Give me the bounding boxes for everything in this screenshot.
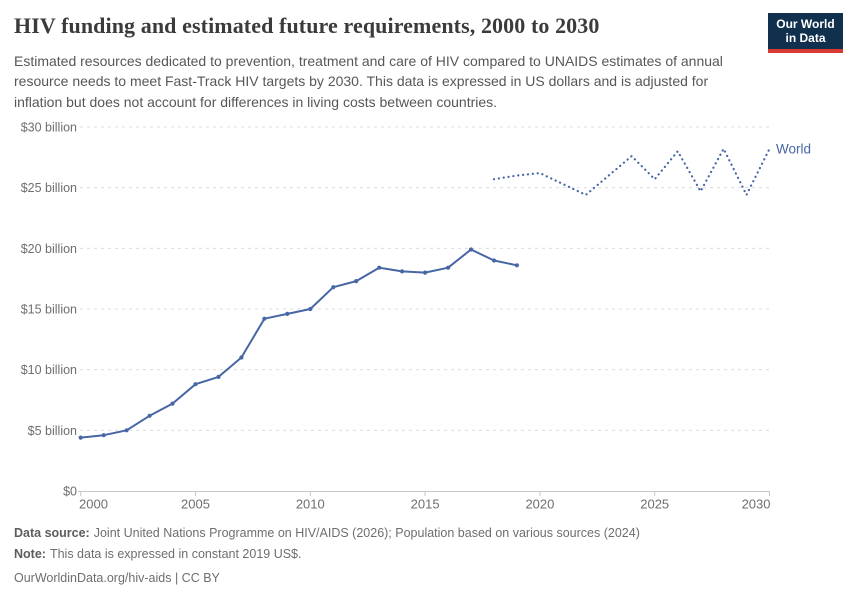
entity-label-world[interactable]: World <box>776 141 811 156</box>
chart-title: HIV funding and estimated future require… <box>14 13 600 38</box>
data-point-marker <box>514 263 520 268</box>
data-point-marker <box>446 265 451 270</box>
data-point-marker <box>239 355 244 360</box>
data-point-marker <box>147 413 152 418</box>
y-axis-tick-label: $15 billion <box>21 303 77 317</box>
data-point-marker <box>124 428 129 433</box>
data-source-text: Joint United Nations Programme on HIV/AI… <box>93 526 640 540</box>
y-axis-tick-label: $20 billion <box>21 242 77 256</box>
owid-logo-text: Our World in Data <box>768 13 843 49</box>
data-source-label: Data source: <box>14 526 90 540</box>
data-point-marker <box>377 265 382 270</box>
y-axis-tick-label: $5 billion <box>28 424 77 438</box>
data-point-marker <box>331 285 336 290</box>
x-axis-tick-label: 2000 <box>79 497 108 512</box>
owid-logo-line2: in Data <box>785 31 826 45</box>
note-text: This data is expressed in constant 2019 … <box>49 547 302 561</box>
data-point-marker <box>101 433 106 438</box>
data-point-marker <box>170 401 175 406</box>
note-label: Note: <box>14 547 46 561</box>
data-point-marker <box>423 270 428 275</box>
data-point-marker <box>78 435 83 440</box>
y-axis-tick-label: $25 billion <box>21 181 77 195</box>
line-chart-plot-area: $0 $5 billion $10 billion $15 billion $20 bi… <box>21 121 811 512</box>
x-axis-tick-label: 2015 <box>411 497 440 512</box>
projected-requirements-line <box>492 147 771 197</box>
y-axis-tick-label: $10 billion <box>21 363 77 377</box>
x-axis-tick-label: 2030 <box>742 497 771 512</box>
owid-logo[interactable]: Our World in Data <box>768 13 843 53</box>
owid-logo-line1: Our World <box>776 16 835 31</box>
license-link[interactable]: OurWorldinData.org/hiv-aids | CC BY <box>14 571 220 585</box>
data-point-marker <box>193 382 198 387</box>
chart-subtitle: Estimated resources dedicated to prevent… <box>14 53 723 110</box>
data-point-marker <box>491 258 497 263</box>
data-point-marker <box>216 374 221 379</box>
y-axis-tick-label: $0 <box>63 485 77 499</box>
data-point-marker <box>468 247 474 252</box>
x-axis-tick-label: 2005 <box>181 497 210 512</box>
data-point-marker <box>308 306 313 312</box>
chart-footer: Data source: Joint United Nations Program… <box>14 523 814 589</box>
data-point-marker <box>354 279 359 284</box>
data-point-marker <box>400 269 405 274</box>
owid-logo-red-bar <box>768 49 843 53</box>
y-axis-tick-label: $30 billion <box>21 121 77 135</box>
note-line: Note: This data is expressed in constant … <box>14 544 814 565</box>
data-source-line: Data source: Joint United Nations Program… <box>14 523 814 544</box>
x-axis-tick-label: 2020 <box>525 497 554 512</box>
x-axis-tick-label: 2010 <box>296 497 325 512</box>
funding-line <box>79 248 518 439</box>
data-point-marker <box>262 316 267 321</box>
data-point-marker <box>285 311 290 316</box>
x-axis-tick-label: 2025 <box>640 497 669 512</box>
